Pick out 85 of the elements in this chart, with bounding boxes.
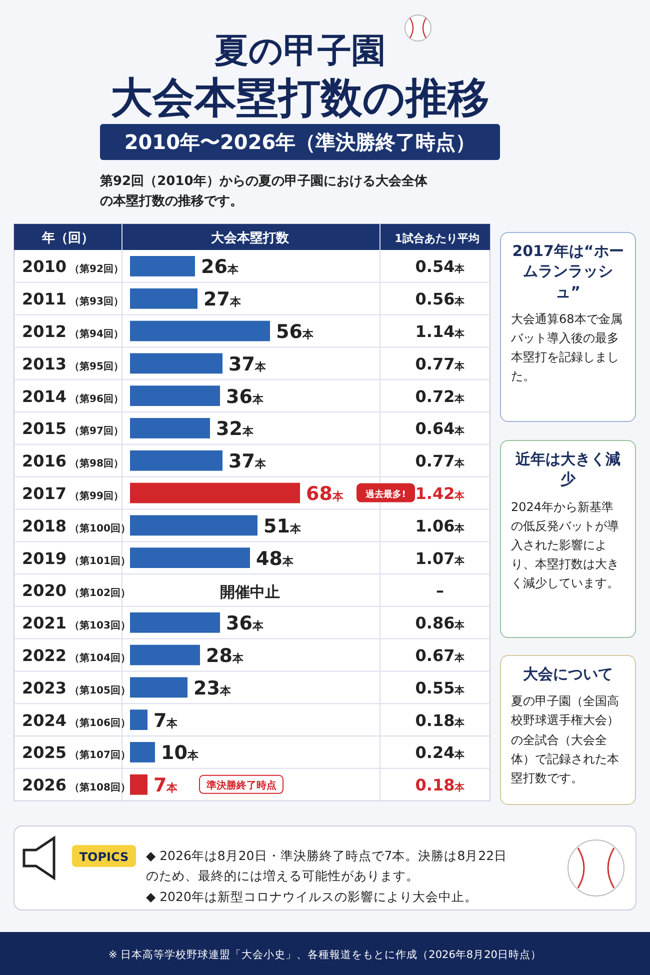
bar — [130, 612, 220, 633]
y-tick-label: 2015（第97回） — [22, 419, 124, 438]
y-tick-label: 2018（第100回） — [22, 516, 130, 536]
text: 1.07本 — [415, 548, 466, 568]
data-label: 68本 — [306, 483, 344, 505]
bar — [130, 288, 198, 309]
bar — [130, 644, 200, 666]
text: 0.86本 — [415, 614, 466, 633]
text: ◆ 2020年は新型コロナウイルスの影響により大会中止。 — [146, 889, 478, 906]
data-label: 37本 — [228, 450, 267, 473]
y-tick-label: 2021（第103回） — [22, 614, 130, 633]
y-tick-label: 2024（第106回） — [22, 710, 130, 730]
bar — [130, 482, 300, 504]
text: ◆ 2026年は8月20日・準決勝終了時点で7本。決勝は8月22日のため、最終的には増える可能性があります。 — [146, 847, 508, 885]
chart-title: 夏の甲子園大会本塁打数の推移 — [110, 31, 490, 122]
x-axis-title: 大会本塁打数 — [211, 231, 290, 246]
bar — [130, 774, 148, 795]
bar — [130, 386, 220, 406]
text: 0.67本 — [415, 646, 466, 665]
y-tick-label: 2014（第96回） — [22, 386, 124, 406]
text: 1.42本 — [415, 484, 466, 503]
text: 0.18本 — [415, 776, 466, 795]
y-tick-label: 2012（第94回） — [22, 322, 124, 341]
y-tick-label: 2025（第107回） — [22, 743, 130, 762]
text: 2024年から新基準の低反発バットが導入された影響により、本塁打数は大きく減少しています。 — [511, 498, 620, 592]
data-label: 51本 — [264, 515, 302, 538]
text: 2017年は“ホームランラッシュ” — [511, 241, 625, 302]
y-tick-label: 2011（第93回） — [22, 290, 124, 309]
text: 0.24本 — [415, 743, 466, 762]
data-label: 36本 — [226, 612, 264, 635]
y-tick-label: 2022（第104回） — [22, 646, 130, 665]
text: 過去最多! — [364, 488, 406, 500]
text: TOPICS — [79, 850, 129, 864]
data-label: 56本 — [276, 321, 314, 343]
data-label: 48本 — [256, 548, 294, 570]
data-label: 7本 — [154, 710, 179, 732]
data-label: 28本 — [206, 645, 244, 667]
text: 0.72本 — [415, 386, 466, 406]
text: 0.55本 — [415, 678, 466, 698]
text: 1.06本 — [415, 516, 466, 536]
text: 0.54本 — [415, 257, 466, 276]
text: 0.64本 — [415, 419, 466, 438]
data-label: 27本 — [204, 288, 242, 311]
bar — [130, 742, 155, 762]
bar — [130, 418, 210, 438]
text: 1試合あたり平均 — [394, 232, 480, 245]
y-tick-label: 2017（第99回） — [22, 484, 124, 503]
data-label: 23本 — [194, 677, 232, 700]
data-label: 36本 — [226, 386, 264, 408]
bar — [130, 450, 222, 471]
data-label: 10本 — [161, 742, 200, 764]
chart-subtitle: 2010年〜2026年（準決勝終了時点） — [124, 130, 476, 154]
bar — [130, 710, 148, 730]
y-tick-label: 2026（第108回） — [22, 776, 130, 795]
text: 大会通算68本で金属バット導入後の最多本塁打を記録しました。 — [511, 310, 624, 386]
text: 0.77本 — [415, 452, 466, 471]
text: 開催中止 — [220, 583, 280, 602]
annotation: 準決勝終了時点 — [205, 779, 276, 792]
text: 大会について — [522, 664, 614, 684]
data-label: 26本 — [201, 256, 240, 278]
text: ※ 日本高等学校野球連盟「大会小史」、各種報道をもとに作成（2026年8月20日時点） — [108, 948, 542, 961]
bar — [130, 256, 195, 276]
bar — [130, 677, 188, 698]
text: 近年は大きく減少 — [514, 449, 622, 490]
text: – — [436, 581, 444, 600]
bar — [130, 548, 250, 568]
text: 0.56本 — [415, 290, 466, 309]
bar — [130, 353, 222, 374]
data-label: 7本 — [154, 774, 179, 797]
data-label: 37本 — [228, 353, 267, 376]
y-tick-label: 2020（第102回） — [22, 581, 130, 600]
data-label: 32本 — [216, 418, 254, 440]
text: 1.14本 — [415, 322, 466, 341]
text: 0.18本 — [415, 710, 466, 730]
y-axis-title: 年（回） — [41, 231, 94, 246]
y-tick-label: 2010（第92回） — [22, 257, 124, 276]
y-tick-label: 2023（第105回） — [22, 678, 130, 698]
text: 第92回（2010年）からの夏の甲子園における大会全体の本塁打数の推移です。 — [100, 173, 428, 212]
y-tick-label: 2019（第101回） — [22, 548, 130, 568]
bar — [130, 320, 270, 342]
bar — [130, 515, 258, 536]
text: 0.77本 — [415, 354, 466, 374]
y-tick-label: 2013（第95回） — [22, 354, 124, 374]
y-tick-label: 2016（第98回） — [22, 452, 124, 471]
text: 夏の甲子園（全国高校野球選手権大会）の全試合（大会全体）で記録された本塁打数です。 — [511, 693, 620, 787]
